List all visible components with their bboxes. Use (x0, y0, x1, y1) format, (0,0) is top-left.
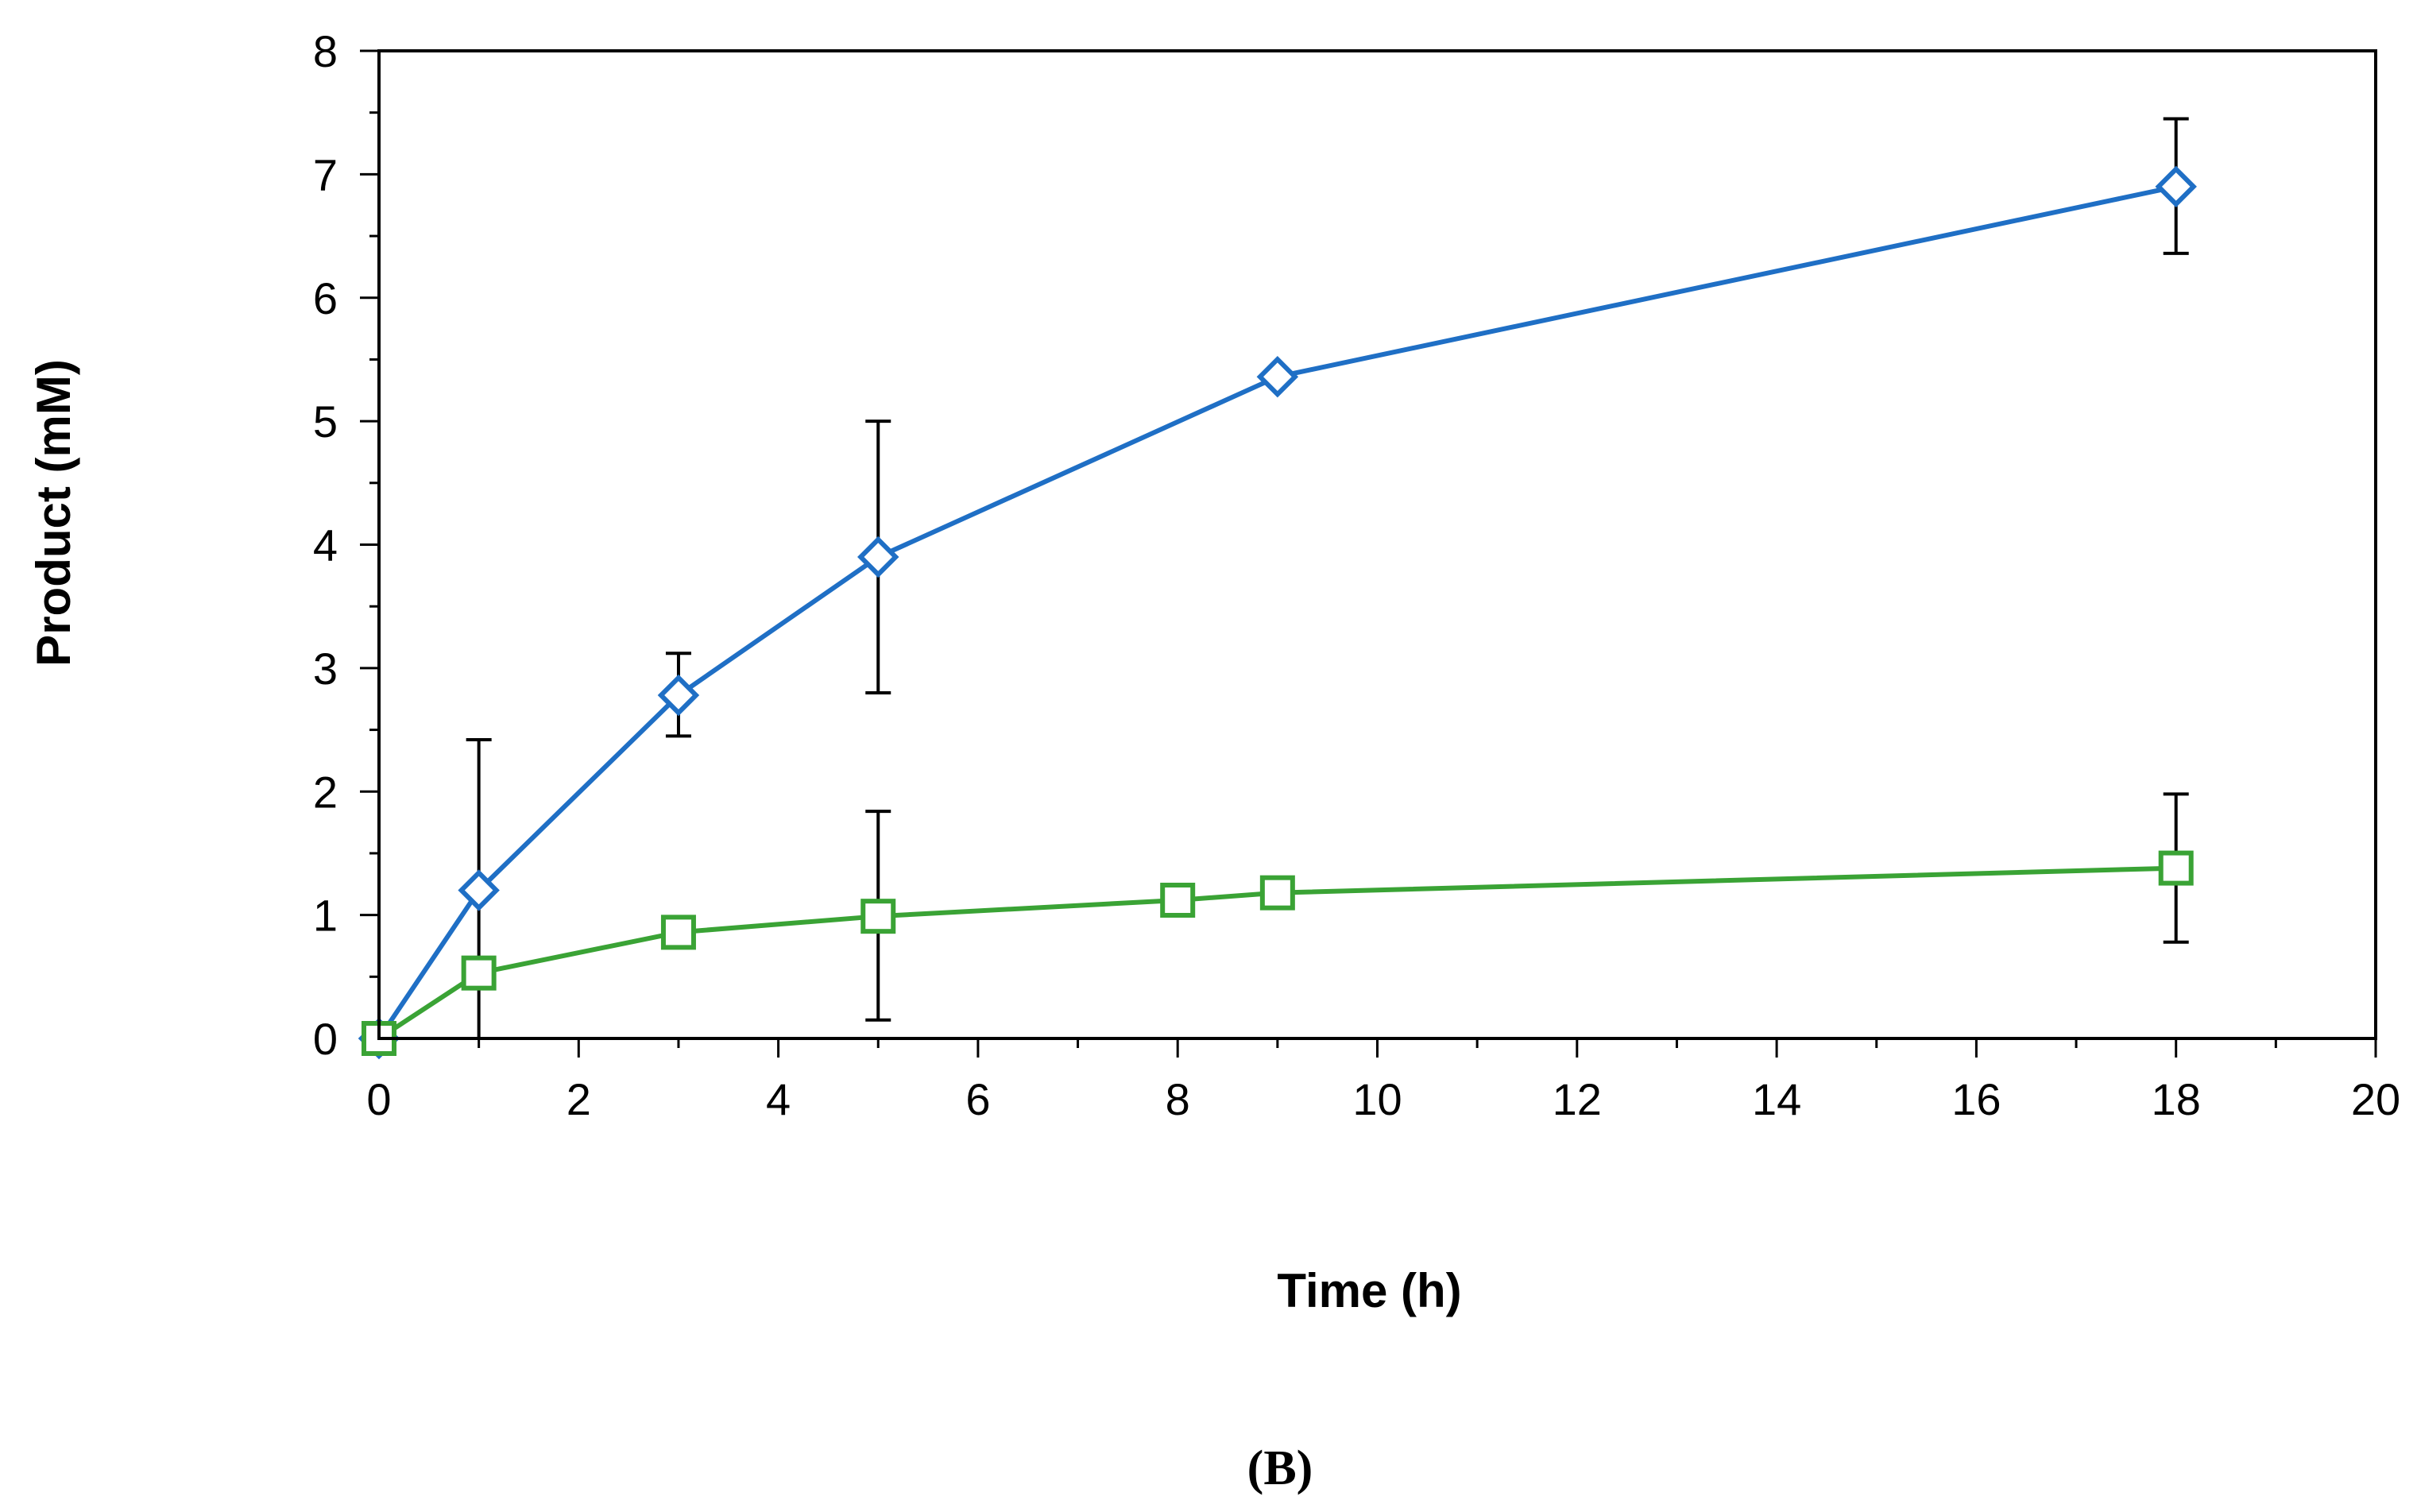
x-tick-label: 10 (1352, 1074, 1402, 1124)
y-tick-label: 4 (313, 520, 338, 570)
x-tick-label: 2 (567, 1074, 591, 1124)
major-ticks (360, 49, 2377, 1058)
y-tick-label: 6 (313, 273, 338, 323)
x-tick-label: 20 (2351, 1074, 2400, 1124)
series-green-square (362, 792, 2194, 1056)
x-tick-label: 14 (1752, 1074, 1801, 1124)
plot-frame (377, 49, 2377, 1040)
data-point-diamond (1256, 355, 1299, 398)
data-point-square (461, 955, 497, 991)
data-point-square (860, 899, 896, 934)
y-tick-label: 8 (313, 26, 338, 76)
x-tick-label: 18 (2152, 1074, 2201, 1124)
minor-ticks (369, 111, 2277, 1048)
data-point-square (2158, 850, 2194, 886)
y-tick-label: 7 (313, 149, 338, 199)
data-point-diamond (857, 536, 899, 578)
x-tick-label: 12 (1553, 1074, 1602, 1124)
y-tick-labels: 0 1 2 3 4 5 6 7 8 (313, 26, 338, 1064)
data-point-square (660, 915, 696, 950)
x-tick-label: 4 (766, 1074, 791, 1124)
x-tick-label: 6 (965, 1074, 990, 1124)
y-tick-label: 1 (313, 891, 338, 941)
series-line (377, 184, 2177, 1040)
x-tick-labels: 0 2 4 6 8 10 12 14 16 18 20 (366, 1074, 2400, 1124)
y-tick-label: 2 (313, 767, 338, 817)
data-point-diamond (657, 674, 700, 717)
x-axis-title: Time (h) (1277, 1264, 1461, 1317)
y-tick-label: 5 (313, 396, 338, 447)
data-point-square (1259, 875, 1295, 911)
panel-label: (B) (1247, 1441, 1313, 1495)
x-tick-label: 0 (366, 1074, 391, 1124)
series-blue-diamond (358, 117, 2197, 1060)
y-tick-label: 0 (313, 1014, 338, 1064)
x-tick-label: 8 (1166, 1074, 1190, 1124)
data-point-square (1160, 882, 1196, 918)
y-axis-title: Product (mM) (27, 359, 80, 667)
x-tick-label: 16 (1951, 1074, 2001, 1124)
data-point-diamond (2155, 165, 2197, 208)
data-point-diamond (458, 869, 500, 911)
series-layer (358, 117, 2197, 1060)
y-tick-label: 3 (313, 644, 338, 694)
